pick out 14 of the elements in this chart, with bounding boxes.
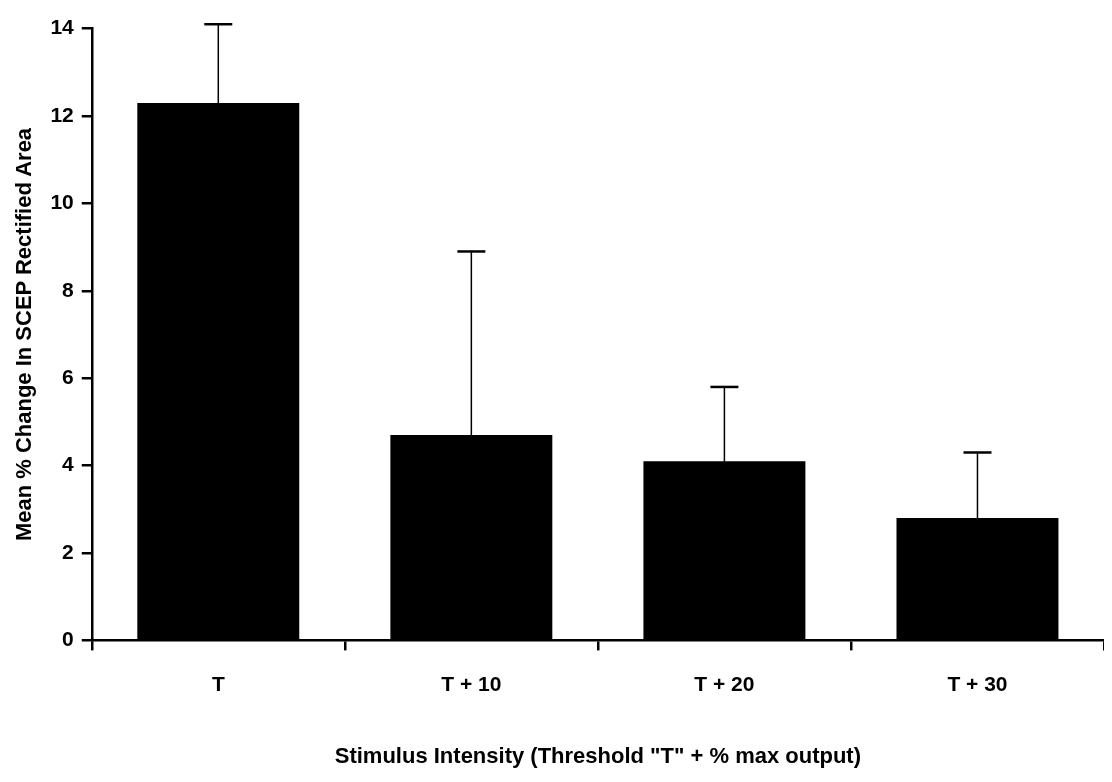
y-tick-label: 14 <box>50 15 75 39</box>
x-tick-label: T <box>211 671 225 695</box>
y-tick-label: 6 <box>62 365 74 388</box>
y-tick-label: 12 <box>50 102 74 126</box>
x-axis-title: Stimulus Intensity (Threshold "T" + % max output) <box>334 742 862 768</box>
y-tick-label: 4 <box>62 452 75 476</box>
x-tick-label: T + 30 <box>947 671 1008 695</box>
y-tick-label: 0 <box>62 627 74 651</box>
y-tick-label: 2 <box>62 539 74 563</box>
y-tick-label: 10 <box>50 190 74 214</box>
y-axis-title: Mean % Change In SCEP Rectified Area <box>11 127 37 542</box>
x-tick-label: T + 20 <box>694 671 755 695</box>
x-tick-label: T + 10 <box>441 671 502 695</box>
y-tick-label: 8 <box>62 277 75 301</box>
